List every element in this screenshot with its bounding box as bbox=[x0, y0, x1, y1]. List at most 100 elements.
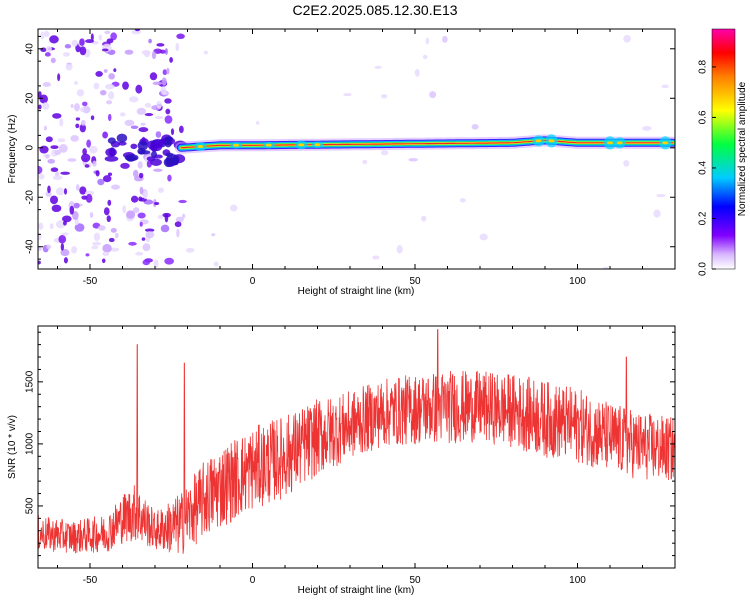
spectrogram-noise-cell bbox=[89, 212, 94, 219]
spectrogram-ridge-bulge-core bbox=[616, 141, 623, 145]
spectrogram-noise-cell bbox=[71, 39, 78, 47]
spectrogram-noise-cell bbox=[255, 121, 260, 125]
spectrogram-noise-cell bbox=[42, 82, 51, 88]
spectrogram-noise-cell bbox=[99, 89, 107, 96]
snr-y-tick-label: 1500 bbox=[25, 370, 36, 393]
spectrogram-noise-cell bbox=[80, 153, 91, 163]
spectrogram-noise-cell bbox=[425, 37, 430, 45]
spectrogram-noise-cell bbox=[141, 237, 146, 241]
spectrogram-noise-cell bbox=[135, 251, 144, 256]
snr-x-tick-label: -50 bbox=[83, 575, 98, 586]
spectrogram-noise-cell bbox=[85, 193, 93, 203]
spectrogram-noise-cell bbox=[134, 29, 141, 32]
spectrogram-noise-cell bbox=[90, 33, 94, 41]
colorbar-tick-label: 0.4 bbox=[698, 161, 709, 175]
spectrogram-noise-cell bbox=[38, 246, 42, 251]
spectrogram-noise-cell bbox=[40, 47, 47, 52]
spectrogram-noise-cell bbox=[60, 171, 71, 175]
spectrogram-noise-cell bbox=[156, 43, 165, 47]
spectrogram-noise-cell bbox=[49, 223, 54, 230]
snr-y-axis: 500 1000 1500 bbox=[25, 331, 675, 557]
spectrogram-noise-cell bbox=[623, 160, 630, 167]
spectrogram-noise-cell bbox=[75, 117, 81, 121]
spectrogram-noise-cell bbox=[63, 188, 68, 195]
spectrogram-noise-cell bbox=[153, 168, 163, 172]
spectrogram-noise-cell bbox=[139, 221, 143, 227]
snr-y-tick-label: 1000 bbox=[25, 432, 36, 455]
spectrogram-noise-cell bbox=[128, 96, 139, 103]
spectrogram-noise-cell bbox=[63, 257, 68, 264]
spectrogram-noise-cell bbox=[70, 104, 74, 108]
spectrogram-noise-cell bbox=[74, 103, 80, 112]
spectrogram-noise-cell bbox=[103, 69, 108, 73]
spectrogram-noise-cell bbox=[80, 107, 85, 112]
spectrogram-ridge-onset bbox=[124, 154, 139, 162]
spectrogram-noise-cell bbox=[113, 68, 117, 73]
spectrogram-noise-cell bbox=[143, 190, 148, 200]
spectrogram-noise-cell bbox=[471, 124, 479, 130]
spectrogram-noise-cell bbox=[44, 52, 51, 57]
spectrogram-noise-cell bbox=[61, 232, 69, 236]
spectrogram-noise-cell bbox=[175, 216, 184, 223]
spectrogram-noise-cell bbox=[50, 145, 59, 150]
spectrogram-ridge-onset bbox=[153, 154, 163, 159]
spectrogram-noise-cell bbox=[45, 191, 52, 197]
colorbar-ticks: 0.0 0.2 0.4 0.6 0.8 bbox=[698, 60, 716, 276]
spectrogram-noise-cell bbox=[144, 102, 152, 108]
spectrogram-noise-cell bbox=[153, 259, 159, 268]
spectrogram-noise-cell bbox=[47, 185, 51, 194]
spectrogram-noise-cell bbox=[102, 131, 109, 139]
colorbar-label: Normalized spectral amplitude bbox=[737, 81, 748, 216]
spectrogram-ridge-onset bbox=[105, 147, 117, 157]
spectrogram-noise-cell bbox=[71, 245, 78, 254]
spectrogram-noise-cell bbox=[75, 123, 80, 129]
spectrogram-ridge-onset bbox=[107, 137, 116, 144]
spectrogram-noise-cell bbox=[76, 89, 85, 97]
colorbar-tick-label: 0.8 bbox=[698, 60, 709, 74]
spectrogram-noise-cell bbox=[156, 100, 162, 109]
spectrogram-ridge-bulge-core bbox=[535, 139, 542, 143]
spectrogram-noise-cell bbox=[343, 92, 352, 97]
spectrogram-noise-cell bbox=[130, 125, 139, 130]
spectrogram-ridge-bulge-core bbox=[265, 143, 272, 147]
spectrogram-noise-cell bbox=[52, 175, 63, 180]
spectrogram-noise-cell bbox=[45, 154, 50, 159]
spectrogram-ridge-bulge-core bbox=[314, 143, 321, 147]
spectrogram-noise-cell bbox=[103, 207, 110, 216]
spectrogram-noise-cell bbox=[122, 205, 127, 214]
spectrogram-noise-cell bbox=[372, 255, 380, 260]
spectrogram-noise-cell bbox=[104, 30, 111, 35]
colorbar-gradient bbox=[711, 28, 736, 270]
spectrogram-y-tick-label: 20 bbox=[25, 92, 36, 104]
spectrogram-noise-cell bbox=[164, 257, 174, 265]
spectrogram-noise-cell bbox=[64, 44, 72, 49]
spectrogram-noise-cell bbox=[82, 148, 87, 155]
spectrogram-noise-cell bbox=[175, 42, 180, 52]
spectrogram-y-tick-label: -40 bbox=[25, 239, 36, 254]
spectrogram-noise-cell bbox=[211, 233, 216, 237]
spectrogram-noise-cell bbox=[73, 202, 80, 209]
spectrogram-noise-cell bbox=[102, 243, 112, 253]
spectrogram-noise-cell bbox=[101, 258, 106, 264]
spectrogram-noise-cell bbox=[178, 125, 184, 134]
spectrogram-noise-cell bbox=[58, 144, 68, 153]
spectrogram-noise-cell bbox=[164, 98, 172, 104]
spectrogram-noise-cell bbox=[396, 244, 403, 254]
spectrogram-noise-cell bbox=[229, 204, 238, 212]
spectrogram-noise-cell bbox=[91, 245, 99, 250]
spectrogram-noise-cell bbox=[50, 167, 59, 172]
spectrogram-noise-cell bbox=[122, 81, 129, 90]
spectrogram-ridge-bulge-core bbox=[607, 141, 613, 145]
spectrogram-ridge-bulge-core bbox=[662, 141, 669, 145]
spectrogram-noise-cell bbox=[422, 54, 428, 60]
spectrogram-noise-cell bbox=[203, 50, 209, 55]
spectrogram-noise-cell bbox=[132, 169, 139, 178]
spectrogram-noise-cell bbox=[151, 51, 157, 60]
spectrogram-ridge-onset bbox=[149, 143, 163, 152]
spectrogram-noise-cell bbox=[38, 91, 42, 99]
spectrogram-noise-cell bbox=[55, 187, 65, 196]
spectrogram-noise-cell bbox=[79, 123, 87, 133]
spectrogram-ridge-bulge-core bbox=[233, 143, 240, 147]
spectrogram-noise-cell bbox=[92, 160, 97, 167]
